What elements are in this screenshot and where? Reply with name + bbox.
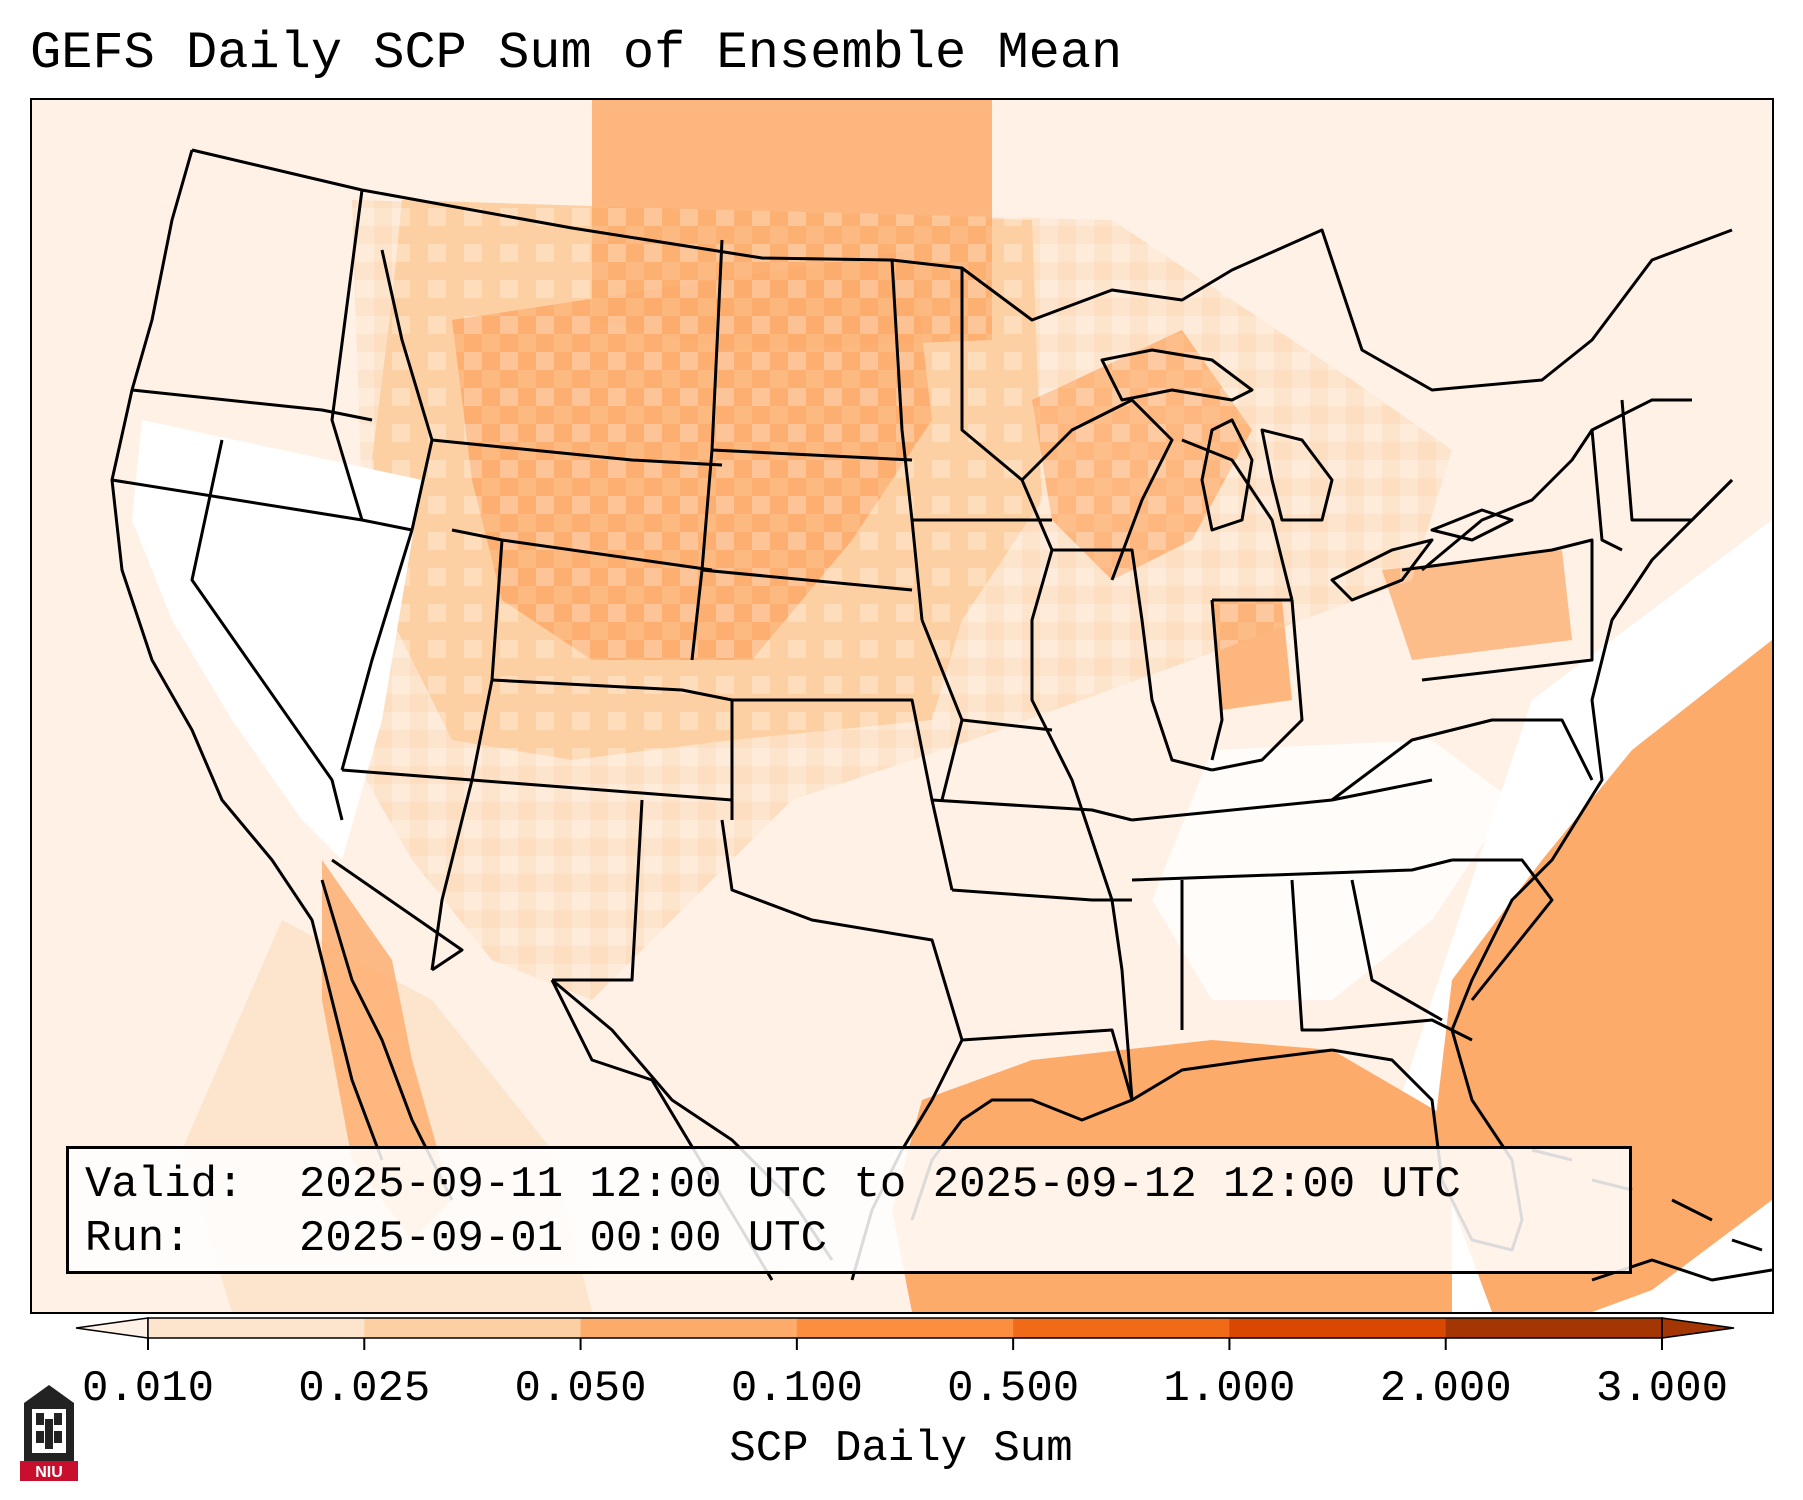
colorbar-extend-high [1661,1317,1735,1339]
colorbar-tick-label: 0.500 [947,1364,1079,1414]
colorbar-segment [1445,1318,1663,1338]
colorbar-label: SCP Daily Sum [729,1424,1072,1470]
colorbar-tick-label: 1.000 [1163,1364,1295,1414]
colorbar: 0.010 0.025 0.050 0.100 0.500 1.000 2.000 3.000… [75,1317,1735,1470]
scp-field-mottle [332,200,1452,1000]
map-title: GEFS Daily SCP Sum of Ensemble Mean [30,24,1123,83]
colorbar-tick-label: 0.100 [731,1364,863,1414]
scp-field-high-pa [1382,550,1572,660]
colorbar-tick-label: 2.000 [1380,1364,1512,1414]
colorbar-outline [147,1317,1663,1339]
map-panel [30,98,1774,1314]
colorbar-tick-label: 3.000 [1596,1364,1728,1414]
scp-map [32,100,1772,1312]
run-label: Run: [85,1214,191,1264]
scp-field-zero-southeast [1152,740,1512,1000]
valid-value: 2025-09-11 12:00 UTC to 2025-09-12 12:00… [299,1160,1461,1210]
scp-field-zero-california [132,420,422,860]
colorbar-ticks: 0.010 0.025 0.050 0.100 0.500 1.000 2.000 3.000 [82,1338,1728,1414]
colorbar-segment [796,1318,1014,1338]
colorbar-segment [364,1318,582,1338]
colorbar-segments [75,1317,1735,1339]
run-value: 2025-09-01 00:00 UTC [299,1214,828,1264]
colorbar-tick-label: 0.050 [515,1364,647,1414]
colorbar-extend-low [75,1317,149,1339]
niu-logo: NIU [20,1385,78,1481]
colorbar-tick-label: 0.010 [82,1364,214,1414]
colorbar-segment [1013,1318,1230,1338]
colorbar-tick-label: 0.025 [298,1364,430,1414]
colorbar-segment [1229,1318,1447,1338]
valid-label: Valid: [85,1160,244,1210]
validity-info-box: Valid: 2025-09-11 12:00 UTC to 2025-09-1… [66,1146,1632,1274]
colorbar-segment [580,1318,798,1338]
colorbar-segment [148,1318,365,1338]
niu-logo-text: NIU [35,1464,63,1481]
scp-field-high-atlantic [1432,640,1772,1312]
